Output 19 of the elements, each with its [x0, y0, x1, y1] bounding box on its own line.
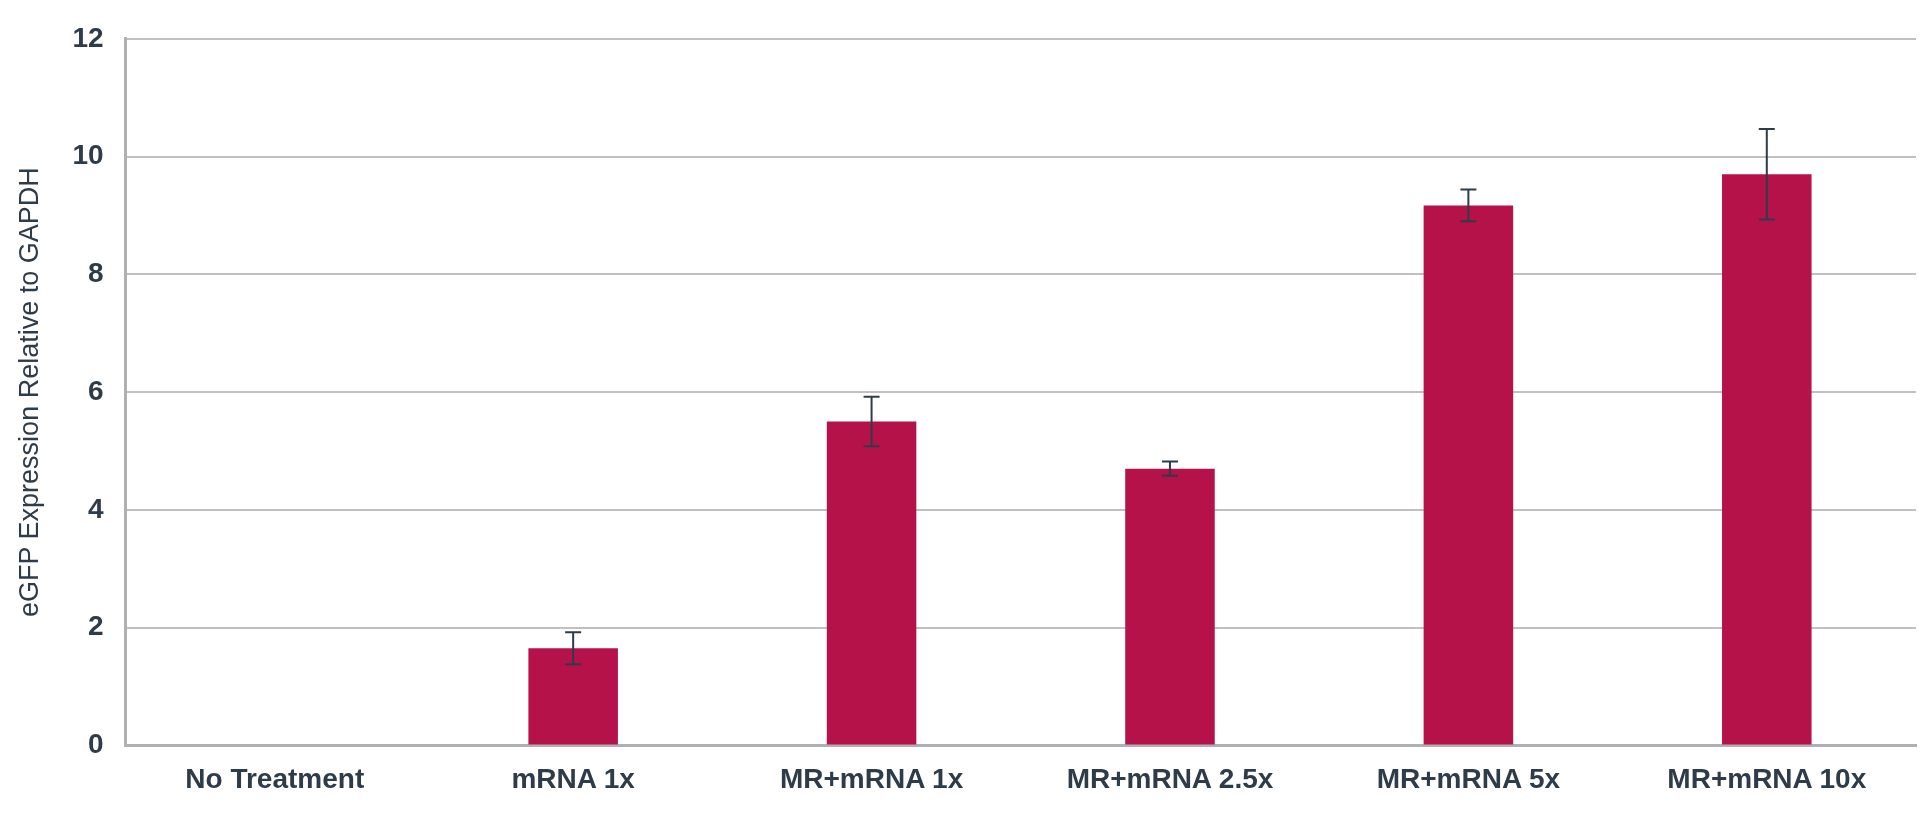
- bar: [826, 421, 917, 745]
- y-tick-label: 0: [87, 728, 104, 760]
- y-tick-label: 2: [87, 610, 104, 642]
- y-tick-label: 4: [87, 492, 104, 524]
- y-tick-label: 12: [72, 21, 104, 53]
- x-tick-label: No Treatment: [185, 762, 365, 794]
- x-tick-label: MR+mRNA 5x: [1376, 762, 1561, 794]
- y-tick-label: 10: [72, 139, 104, 171]
- y-tick-label: 8: [87, 257, 104, 289]
- bar: [1125, 468, 1215, 745]
- x-tick-label: mRNA 1x: [511, 762, 636, 794]
- bar: [1722, 174, 1812, 745]
- y-axis-title: eGFP Expression Relative to GAPDH: [13, 167, 44, 617]
- x-tick-label: MR+mRNA 10x: [1667, 762, 1867, 794]
- x-tick-label: MR+mRNA 2.5x: [1066, 762, 1274, 794]
- bar: [1423, 205, 1514, 745]
- bar: [528, 648, 618, 745]
- x-tick-label: MR+mRNA 1x: [779, 762, 964, 794]
- y-tick-label: 6: [87, 374, 104, 406]
